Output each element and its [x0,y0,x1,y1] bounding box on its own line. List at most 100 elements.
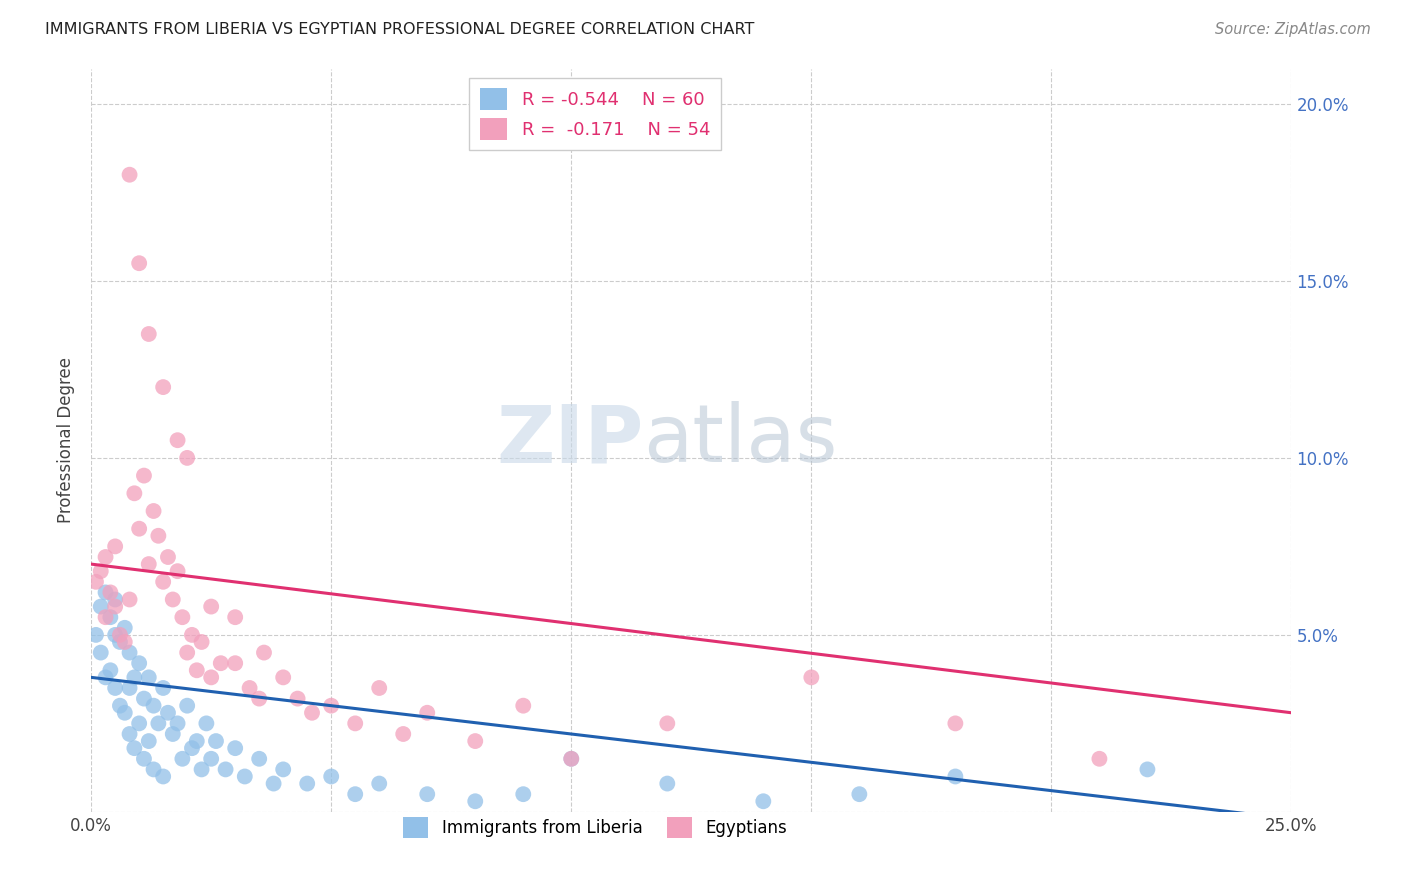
Point [152,574,174,589]
Point [247,752,270,766]
Point [166,433,188,447]
Point [512,787,534,801]
Point [186,734,208,748]
Text: atlas: atlas [644,401,838,479]
Point [138,326,160,341]
Point [148,529,170,543]
Point [344,716,367,731]
Point [172,752,194,766]
Text: ZIP: ZIP [496,401,644,479]
Point [128,522,150,536]
Point [152,681,174,695]
Point [190,763,212,777]
Point [253,646,276,660]
Point [94,610,117,624]
Point [233,769,256,783]
Point [848,787,870,801]
Point [152,769,174,783]
Text: Source: ZipAtlas.com: Source: ZipAtlas.com [1215,22,1371,37]
Point [128,657,150,671]
Point [132,752,155,766]
Point [176,646,198,660]
Point [214,763,236,777]
Point [321,698,343,713]
Point [186,663,208,677]
Point [205,734,228,748]
Point [195,716,218,731]
Point [142,698,165,713]
Point [132,691,155,706]
Point [657,776,679,790]
Point [98,585,121,599]
Point [166,716,188,731]
Point [224,657,246,671]
Point [114,621,136,635]
Point [200,752,222,766]
Y-axis label: Professional Degree: Professional Degree [58,357,75,524]
Point [239,681,262,695]
Point [104,681,127,695]
Point [287,691,309,706]
Point [200,599,222,614]
Point [124,741,146,756]
Point [142,504,165,518]
Point [416,787,439,801]
Point [172,610,194,624]
Point [90,646,112,660]
Point [224,610,246,624]
Point [138,734,160,748]
Point [271,670,294,684]
Point [132,468,155,483]
Point [247,691,270,706]
Point [368,776,391,790]
Point [190,635,212,649]
Point [124,486,146,500]
Point [142,763,165,777]
Point [94,585,117,599]
Point [368,681,391,695]
Point [118,168,141,182]
Point [166,564,188,578]
Point [118,592,141,607]
Point [156,549,179,564]
Point [657,716,679,731]
Point [138,670,160,684]
Point [138,557,160,571]
Point [1088,752,1111,766]
Point [1136,763,1159,777]
Point [416,706,439,720]
Text: IMMIGRANTS FROM LIBERIA VS EGYPTIAN PROFESSIONAL DEGREE CORRELATION CHART: IMMIGRANTS FROM LIBERIA VS EGYPTIAN PROF… [45,22,755,37]
Point [271,763,294,777]
Point [128,256,150,270]
Point [104,599,127,614]
Point [209,657,232,671]
Point [124,670,146,684]
Point [108,635,131,649]
Point [104,540,127,554]
Point [295,776,318,790]
Point [176,450,198,465]
Point [200,670,222,684]
Point [943,716,966,731]
Point [118,727,141,741]
Point [344,787,367,801]
Point [84,628,107,642]
Point [90,564,112,578]
Point [162,727,184,741]
Point [108,628,131,642]
Point [162,592,184,607]
Point [94,670,117,684]
Point [301,706,323,720]
Point [176,698,198,713]
Point [800,670,823,684]
Point [181,628,204,642]
Point [118,681,141,695]
Point [181,741,204,756]
Point [98,663,121,677]
Point [512,698,534,713]
Point [108,698,131,713]
Point [152,380,174,394]
Point [263,776,285,790]
Point [98,610,121,624]
Point [224,741,246,756]
